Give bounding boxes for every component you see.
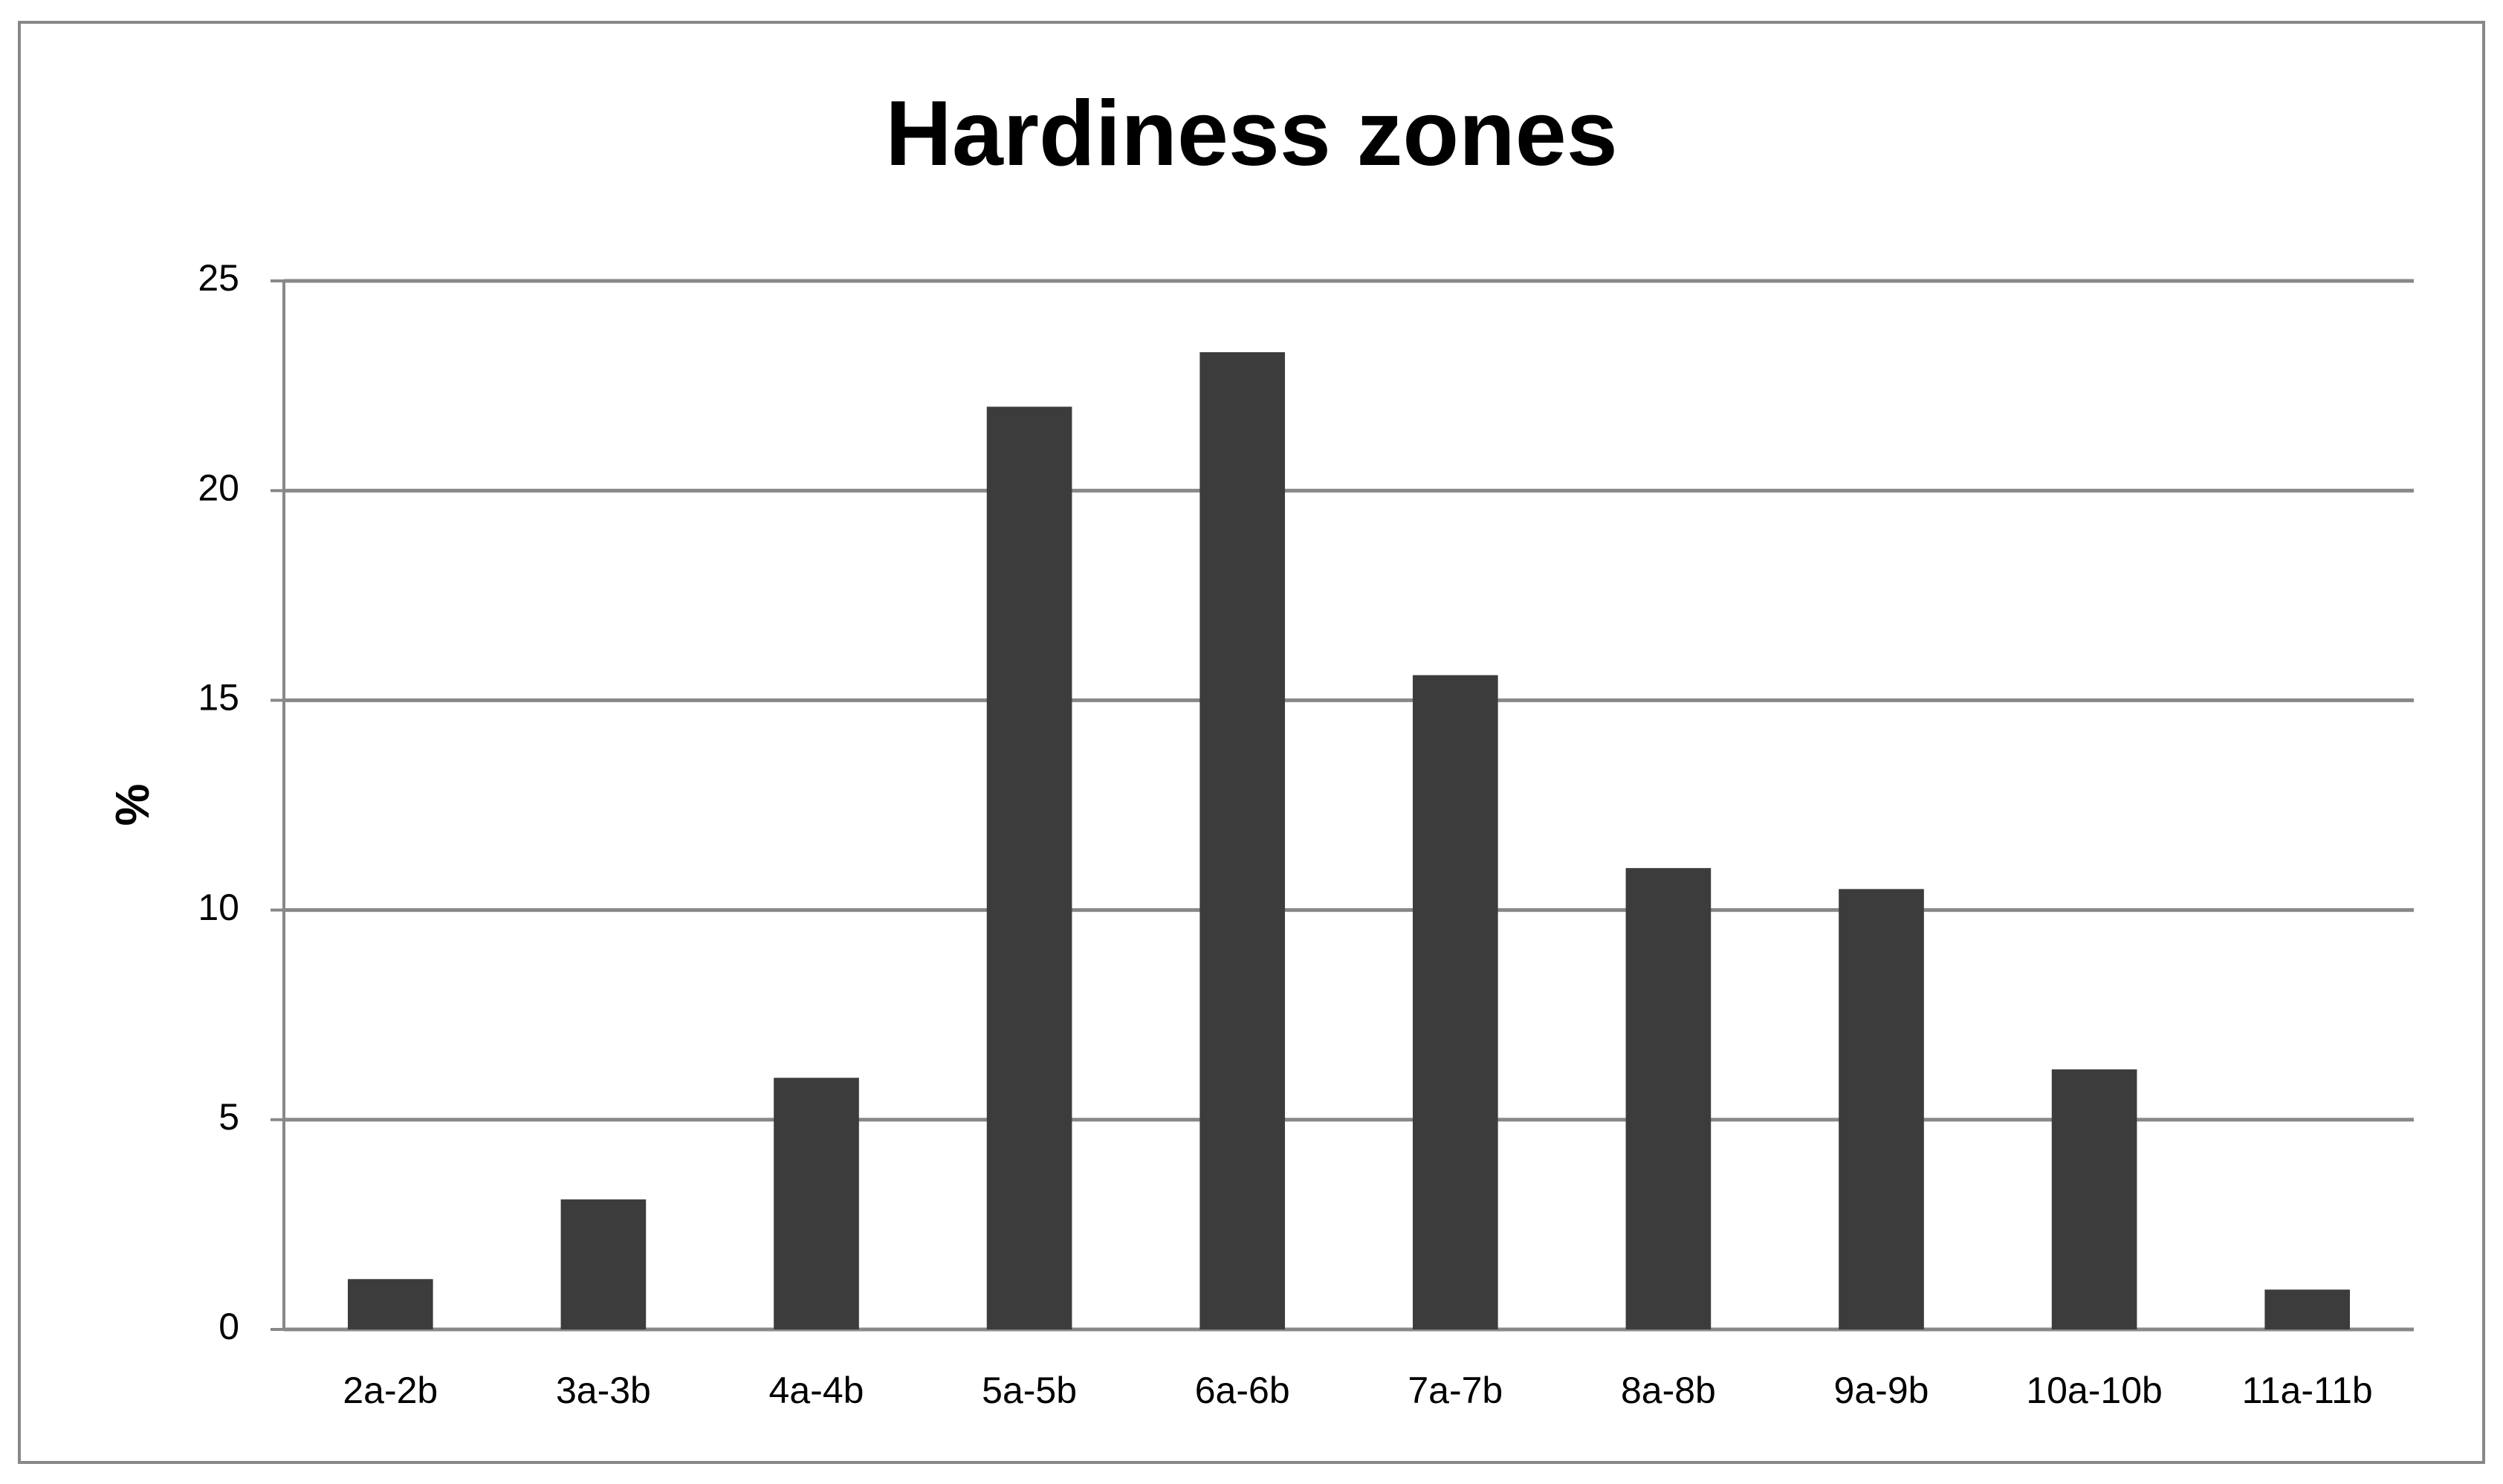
bar <box>986 406 1072 1329</box>
x-tick-label: 7a-7b <box>1408 1370 1503 1411</box>
bar <box>2264 1289 2351 1329</box>
x-tick-label: 2a-2b <box>343 1370 438 1411</box>
bar <box>560 1199 647 1329</box>
x-tick-label: 4a-4b <box>769 1370 864 1411</box>
chart-title: Hardiness zones <box>885 82 1617 185</box>
bar <box>1412 675 1498 1329</box>
bar <box>774 1078 859 1329</box>
y-tick-label: 15 <box>198 677 239 719</box>
x-tick-label: 9a-9b <box>1834 1370 1929 1411</box>
bar <box>1839 889 1924 1329</box>
x-tick-label: 10a-10b <box>2026 1370 2163 1411</box>
y-axis-label: % <box>106 784 159 826</box>
x-tick-label: 5a-5b <box>982 1370 1077 1411</box>
bar <box>1625 868 1712 1329</box>
y-tick-label: 20 <box>198 467 239 508</box>
y-tick-label: 25 <box>198 257 239 299</box>
y-tick-label: 0 <box>218 1306 239 1347</box>
x-tick-label: 11a-11b <box>2242 1370 2373 1411</box>
y-tick-label: 5 <box>218 1096 239 1138</box>
y-tick-label: 10 <box>198 887 239 928</box>
bar <box>1199 351 1286 1329</box>
x-tick-label: 6a-6b <box>1195 1370 1290 1411</box>
x-tick-label: 3a-3b <box>556 1370 651 1411</box>
x-tick-label: 8a-8b <box>1621 1370 1716 1411</box>
bar <box>347 1279 433 1329</box>
bar <box>2051 1069 2137 1329</box>
